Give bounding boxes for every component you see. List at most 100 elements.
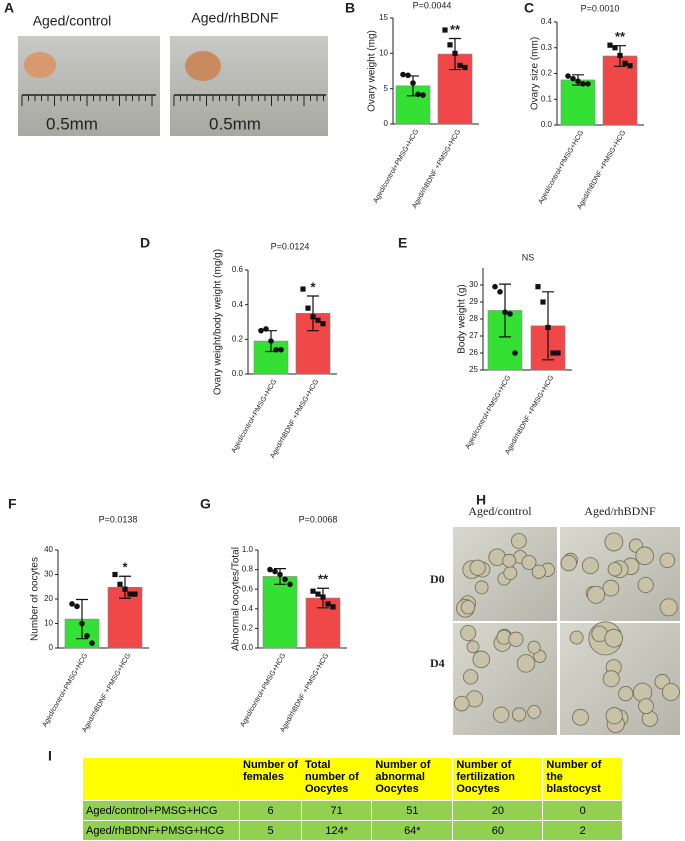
data-point [330,604,336,610]
y-tick-label: 0.2 [541,69,553,78]
y-axis-label: Ovary size (mm) [530,37,541,110]
row: Aged/control+PMSG+HCG 6 71 51 20 0 [82,800,623,821]
x-tick-label: Aged/control+PMSG+HCG [239,652,287,728]
data-point [320,321,326,327]
y-tick-label: 0.0 [242,643,254,652]
data-point [258,327,264,334]
header-cell: Number of the blastocyst [542,757,623,801]
header-cell: Total number of Oocytes [300,757,373,801]
data-point [310,314,316,320]
cell [604,532,624,552]
y-tick-label: 0.2 [242,624,254,633]
bar [262,576,298,649]
data-point [550,350,556,356]
cell [503,566,518,580]
data-point [277,571,283,578]
x-tick-label: Aged/control+PMSG+HCG [464,374,512,450]
column-label: Aged/control [468,504,532,518]
data-point [84,632,90,639]
cell [602,670,620,688]
data-point [268,338,274,344]
cell [527,640,541,654]
cell [637,576,654,594]
data-point [127,591,133,597]
cell [572,708,589,726]
y-tick-label: 29 [469,297,478,306]
p-value: P=0.0010 [581,3,620,13]
cell: 71 [300,800,373,821]
data-point [320,594,326,600]
x-tick-label: Aged/rhBDNF +PMSG+HCG [81,652,132,733]
y-tick-label: 0.8 [242,565,254,574]
x-tick-label: Aged/control+PMSG+HCG [230,378,278,454]
header-cell: Number of fertilization Oocytes [452,757,544,801]
y-tick-label: 0 [49,643,54,652]
y-tick-label: 0.6 [242,584,254,593]
data-point [627,63,633,69]
data-point [315,317,321,323]
data-point [442,27,448,33]
y-tick-label: 0 [384,119,389,128]
y-axis-label: Ovary weight/body weight (mg/g) [213,249,224,395]
cell [604,628,624,648]
y-tick-label: 0.2 [232,334,244,343]
header-row: Number of females Total number of Oocyte… [82,757,623,801]
cell [521,554,537,570]
data-point [74,603,80,610]
cell [659,552,676,569]
significance: * [310,279,316,294]
data-point [420,92,426,98]
data-point [575,78,581,85]
cell [560,554,577,572]
data-point [112,571,118,578]
scale-label: 0.5mm [46,114,98,133]
panel-letter: A [4,0,14,16]
y-tick-label: 25 [469,365,478,374]
cell [531,564,546,579]
data-point [117,581,123,587]
p-value: P=0.0068 [299,514,338,524]
cell [462,669,479,685]
y-tick-label: 26 [469,348,478,357]
y-axis-label: Abnormal oocytes/Total [231,547,242,651]
data-point [535,284,541,290]
cell: 2 [542,820,623,841]
data-point [555,350,561,356]
data-point [405,72,411,79]
data-point [507,311,513,317]
y-tick-label: 10 [44,619,53,628]
panel-letter: I [48,748,52,764]
scale-label: 0.5mm [209,114,261,133]
row-label: D4 [430,656,445,670]
p-value: P=0.0138 [99,514,138,524]
panel-letter: G [200,496,211,512]
header-cell: Number of abnormal Oocytes [371,757,454,801]
panel-letter: D [140,235,150,251]
column-label: Aged/rhBDNF [584,504,656,518]
data-point [540,299,546,305]
cell: 5 [239,820,302,841]
y-tick-label: 0.6 [232,265,244,274]
y-tick-label: 0.3 [541,43,553,52]
panel-letter: E [398,235,407,251]
cells [453,532,680,733]
cell [460,600,476,615]
data-point [273,346,279,353]
x-tick-label: Aged/rhBDNF +PMSG+HCG [269,378,320,459]
cell: 0 [542,800,623,821]
panel-letter: F [8,496,17,512]
significance: ** [318,572,329,587]
cell [466,640,480,654]
y-tick-label: 0.4 [242,604,254,613]
data-point [497,289,503,295]
data-point [263,326,269,332]
error-bar [76,598,88,640]
y-tick-label: 20 [44,594,53,603]
data-point [310,588,316,594]
data-point [457,62,463,68]
y-axis-label: Number of oocytes [30,557,41,641]
cell [527,705,541,719]
data-point [452,50,458,56]
cell [516,654,536,673]
